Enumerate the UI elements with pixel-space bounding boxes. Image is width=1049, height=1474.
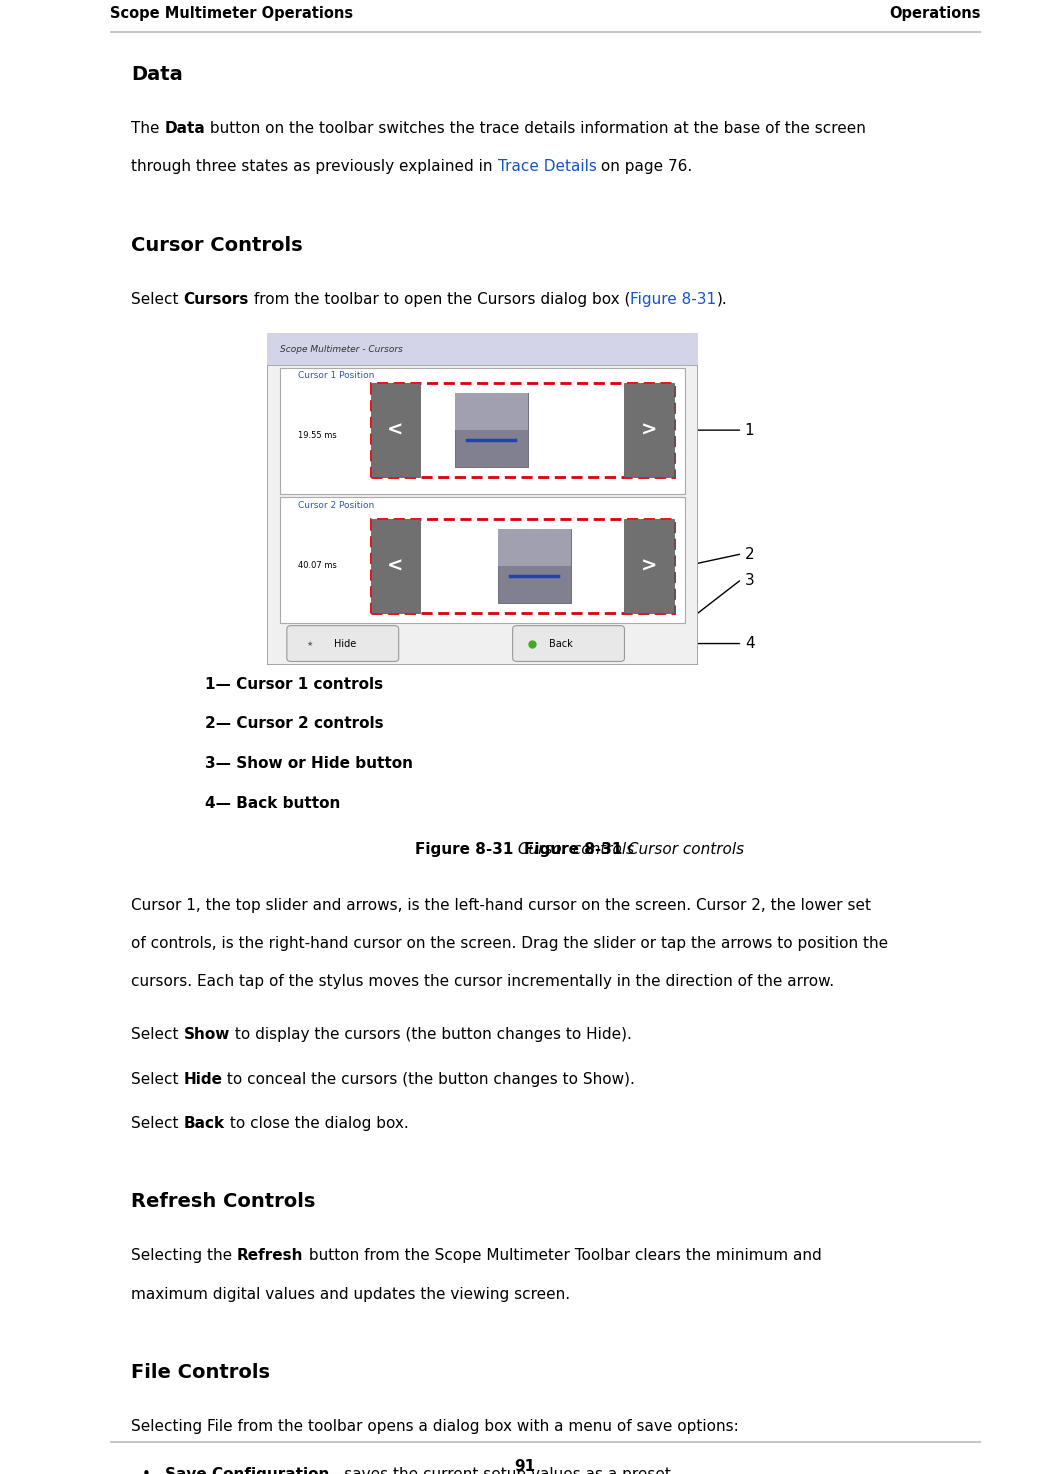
Text: Cursor 1, the top slider and arrows, is the left-hand cursor on the screen. Curs: Cursor 1, the top slider and arrows, is …: [131, 898, 871, 912]
Text: 19.55 ms: 19.55 ms: [298, 432, 337, 441]
Text: <: <: [387, 557, 404, 576]
Text: Cursor Controls: Cursor Controls: [131, 236, 303, 255]
Text: Select: Select: [131, 1027, 184, 1042]
Text: to display the cursors (the button changes to Hide).: to display the cursors (the button chang…: [230, 1027, 631, 1042]
Text: Scope Multimeter - Cursors: Scope Multimeter - Cursors: [280, 345, 403, 354]
Bar: [624, 383, 673, 478]
Text: 2— Cursor 2 controls: 2— Cursor 2 controls: [205, 716, 383, 731]
Text: Cursor controls: Cursor controls: [623, 842, 744, 856]
Text: Select: Select: [131, 1116, 184, 1131]
Text: 3: 3: [745, 573, 754, 588]
Bar: [370, 383, 421, 478]
Text: File Controls: File Controls: [131, 1363, 271, 1383]
Text: <: <: [387, 420, 404, 439]
Text: Refresh Controls: Refresh Controls: [131, 1192, 316, 1212]
Text: Hide: Hide: [335, 638, 357, 649]
Text: cursors. Each tap of the stylus moves the cursor incrementally in the direction : cursors. Each tap of the stylus moves th…: [131, 974, 834, 989]
Text: 3— Show or Hide button: 3— Show or Hide button: [205, 756, 412, 771]
Text: maximum digital values and updates the viewing screen.: maximum digital values and updates the v…: [131, 1287, 571, 1302]
Text: to close the dialog box.: to close the dialog box.: [224, 1116, 408, 1131]
Text: •: •: [142, 1467, 150, 1474]
Text: Data: Data: [165, 121, 206, 136]
Text: The: The: [131, 121, 165, 136]
Text: >: >: [641, 420, 658, 439]
Text: Show: Show: [184, 1027, 230, 1042]
Text: 4— Back button: 4— Back button: [205, 796, 340, 811]
Text: button from the Scope Multimeter Toolbar clears the minimum and: button from the Scope Multimeter Toolbar…: [303, 1248, 821, 1263]
FancyBboxPatch shape: [513, 625, 624, 662]
Text: Cursors: Cursors: [184, 292, 249, 307]
Text: to conceal the cursors (the button changes to Show).: to conceal the cursors (the button chang…: [222, 1072, 636, 1086]
Text: Figure 8-31: Figure 8-31: [630, 292, 716, 307]
Text: 1: 1: [745, 423, 754, 438]
Text: 2: 2: [745, 547, 754, 562]
Text: Data: Data: [131, 65, 183, 84]
Text: 40.07 ms: 40.07 ms: [298, 560, 337, 570]
Bar: [497, 529, 571, 566]
Text: from the toolbar to open the Cursors dialog box (: from the toolbar to open the Cursors dia…: [249, 292, 630, 307]
Text: Operations: Operations: [890, 6, 981, 21]
Text: Hide: Hide: [184, 1072, 222, 1086]
Text: Figure 8-31: Figure 8-31: [524, 842, 623, 856]
Text: Select: Select: [131, 292, 184, 307]
Bar: [370, 519, 673, 613]
Text: Back: Back: [550, 638, 573, 649]
Bar: [454, 394, 528, 430]
Text: Back: Back: [184, 1116, 224, 1131]
Text: >: >: [641, 557, 658, 576]
Text: Trace Details: Trace Details: [497, 159, 597, 174]
Text: 4: 4: [745, 637, 754, 652]
Text: Cursor controls: Cursor controls: [513, 842, 635, 856]
Text: button on the toolbar switches the trace details information at the base of the : button on the toolbar switches the trace…: [206, 121, 866, 136]
Text: Refresh: Refresh: [237, 1248, 303, 1263]
Text: Figure 8-31: Figure 8-31: [414, 842, 513, 856]
Text: of controls, is the right-hand cursor on the screen. Drag the slider or tap the : of controls, is the right-hand cursor on…: [131, 936, 889, 951]
FancyBboxPatch shape: [286, 625, 399, 662]
Bar: [624, 519, 673, 613]
Text: Selecting the: Selecting the: [131, 1248, 237, 1263]
Bar: [280, 497, 685, 624]
Text: Select: Select: [131, 1072, 184, 1086]
Text: 91: 91: [514, 1459, 535, 1474]
Bar: [280, 368, 685, 494]
Text: on page 76.: on page 76.: [597, 159, 692, 174]
Text: through three states as previously explained in: through three states as previously expla…: [131, 159, 497, 174]
Text: Cursor 1 Position: Cursor 1 Position: [298, 371, 374, 380]
Text: 1— Cursor 1 controls: 1— Cursor 1 controls: [205, 677, 383, 691]
Bar: [497, 529, 571, 603]
Text: Selecting File from the toolbar opens a dialog box with a menu of save options:: Selecting File from the toolbar opens a …: [131, 1419, 738, 1434]
Bar: [454, 394, 528, 467]
Bar: [370, 383, 673, 478]
Text: Cursor 2 Position: Cursor 2 Position: [298, 501, 373, 510]
Bar: [267, 333, 698, 364]
Text: ★: ★: [306, 641, 313, 647]
Text: ).: ).: [716, 292, 727, 307]
Bar: [370, 519, 421, 613]
Text: Save Configuration: Save Configuration: [165, 1467, 329, 1474]
Text: Scope Multimeter Operations: Scope Multimeter Operations: [110, 6, 354, 21]
Text: —saves the current setup values as a preset.: —saves the current setup values as a pre…: [329, 1467, 676, 1474]
